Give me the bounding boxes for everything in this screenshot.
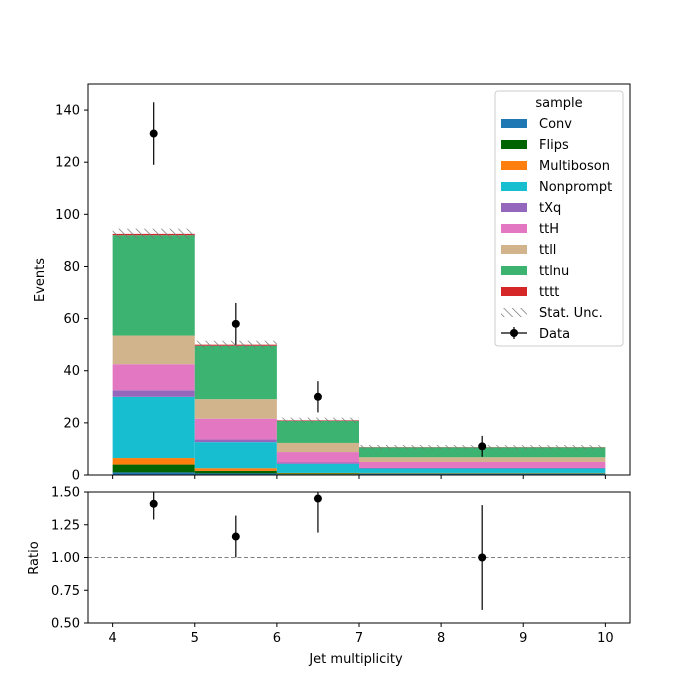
- main-ytick-label-100: 100: [55, 208, 80, 223]
- bar-multiboson-bin-2: [194, 468, 277, 471]
- bar-ttll-bin-1: [112, 335, 195, 365]
- main-ytick-label-60: 60: [63, 312, 80, 327]
- main-ytick-label-0: 0: [72, 469, 80, 484]
- bar-tth-bin-1: [112, 364, 195, 391]
- bar-nonprompt-bin-3: [276, 463, 359, 473]
- ratio-y-axis: 0.50 0.75 1.00 1.25 1.50: [51, 486, 88, 632]
- xtick-label-6: 6: [273, 631, 281, 646]
- data-point-4: [478, 442, 487, 451]
- legend-swatch-ttll: [501, 245, 527, 254]
- bar-conv-bin-4: [359, 473, 606, 475]
- legend-swatch-flips: [501, 140, 527, 149]
- xtick-label-4: 4: [108, 631, 116, 646]
- legend-label-flips: Flips: [539, 138, 569, 153]
- xtick-label-7: 7: [355, 631, 363, 646]
- bar-txq-bin-2: [194, 439, 277, 443]
- data-point-1: [149, 129, 158, 138]
- legend-box: [494, 90, 624, 347]
- legend-label-data: Data: [539, 327, 570, 342]
- legend-label-tttt: tttt: [539, 285, 559, 300]
- bar-ttll-bin-3: [276, 442, 359, 453]
- bar-nonprompt-bin-2: [194, 442, 277, 469]
- main-x-axis-ticks: [112, 475, 606, 479]
- ratio-ytick-label-1.25: 1.25: [51, 518, 80, 533]
- ratio-y-axis-label: Ratio: [27, 541, 42, 574]
- legend-label-nonprompt: Nonprompt: [539, 180, 612, 195]
- legend-swatch-nonprompt: [501, 182, 527, 191]
- ratio-point-4: [478, 553, 487, 562]
- legend-swatch-txq: [501, 203, 527, 212]
- bar-multiboson-bin-3: [276, 472, 359, 474]
- bar-ttll-bin-4: [359, 457, 606, 462]
- legend-swatch-tth: [501, 224, 527, 233]
- legend-label-multiboson: Multiboson: [539, 159, 610, 174]
- bar-txq-bin-4: [359, 467, 606, 469]
- main-panel: 0 20 40 60 80 100 120 140 Events: [33, 83, 631, 484]
- bar-tth-bin-2: [194, 418, 277, 440]
- main-ytick-label-120: 120: [55, 156, 80, 171]
- ratio-ytick-label-1.50: 1.50: [51, 486, 80, 501]
- main-ytick-label-20: 20: [63, 416, 80, 431]
- bar-flips-bin-4: [359, 473, 606, 474]
- legend-swatch-multiboson: [501, 161, 527, 170]
- ratio-ytick-label-0.75: 0.75: [51, 584, 80, 599]
- x-axis-label: Jet multiplicity: [308, 652, 403, 667]
- bar-nonprompt-bin-4: [359, 468, 606, 473]
- bar-flips-bin-2: [194, 470, 277, 474]
- bar-tth-bin-3: [276, 452, 359, 463]
- main-ytick-label-40: 40: [63, 364, 80, 379]
- xtick-label-5: 5: [191, 631, 199, 646]
- stat-unc-bin-3: [276, 417, 359, 423]
- ratio-ytick-label-0.50: 0.50: [51, 617, 80, 632]
- legend-data-marker: [510, 329, 518, 337]
- legend-label-tth: ttH: [539, 222, 559, 237]
- bar-txq-bin-3: [276, 462, 359, 464]
- bar-flips-bin-1: [112, 464, 195, 473]
- bar-ttlnu-bin-3: [276, 420, 359, 443]
- ratio-ytick-label-1.00: 1.00: [51, 551, 80, 566]
- bar-txq-bin-1: [112, 390, 195, 397]
- ratio-point-1: [149, 499, 158, 508]
- legend-swatch-ttlnu: [501, 266, 527, 275]
- xtick-label-9: 9: [519, 631, 527, 646]
- legend: sample Conv Flips Multiboson Nonprompt tXq ttH…: [494, 90, 624, 347]
- main-y-axis-label: Events: [33, 258, 48, 302]
- legend-label-stat-unc: Stat. Unc.: [539, 306, 603, 321]
- bar-conv-bin-2: [194, 473, 277, 475]
- bar-ttlnu-bin-2: [194, 345, 277, 400]
- x-axis: 4 5 6 7 8 9 10: [108, 623, 614, 646]
- bar-nonprompt-bin-1: [112, 396, 195, 459]
- bar-ttll-bin-2: [194, 399, 277, 419]
- legend-swatch-conv: [501, 119, 527, 128]
- bar-conv-bin-1: [112, 472, 195, 475]
- ratio-points: [149, 492, 487, 610]
- data-points: [149, 102, 487, 457]
- legend-swatch-stat-unc: [501, 308, 527, 317]
- bar-multiboson-bin-1: [112, 458, 195, 465]
- bar-ttlnu-bin-1: [112, 235, 195, 336]
- legend-label-ttlnu: ttlnu: [539, 264, 569, 279]
- legend-title: sample: [535, 96, 582, 111]
- legend-swatch-tttt: [501, 287, 527, 296]
- main-ytick-label-140: 140: [55, 104, 80, 119]
- ratio-point-3: [313, 494, 322, 503]
- data-point-3: [313, 392, 322, 401]
- legend-label-conv: Conv: [539, 117, 572, 132]
- ratio-point-2: [231, 532, 240, 541]
- bar-flips-bin-3: [276, 473, 359, 475]
- bar-tth-bin-4: [359, 461, 606, 468]
- xtick-label-8: 8: [437, 631, 445, 646]
- stat-unc-bin-1: [112, 228, 195, 240]
- xtick-label-10: 10: [597, 631, 614, 646]
- legend-label-txq: tXq: [539, 201, 561, 216]
- ratio-panel: 0.50 0.75 1.00 1.25 1.50 4 5 6 7 8 9 10 Ratio Jet …: [27, 486, 631, 667]
- main-y-axis: 0 20 40 60 80 100 120 140: [55, 104, 88, 484]
- data-point-2: [231, 319, 240, 328]
- legend-label-ttll: ttll: [539, 243, 556, 258]
- main-ytick-label-80: 80: [63, 260, 80, 275]
